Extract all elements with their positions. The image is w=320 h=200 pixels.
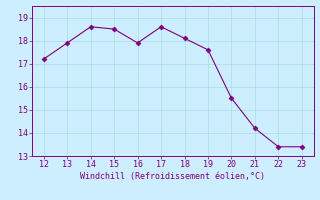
X-axis label: Windchill (Refroidissement éolien,°C): Windchill (Refroidissement éolien,°C) bbox=[80, 172, 265, 181]
